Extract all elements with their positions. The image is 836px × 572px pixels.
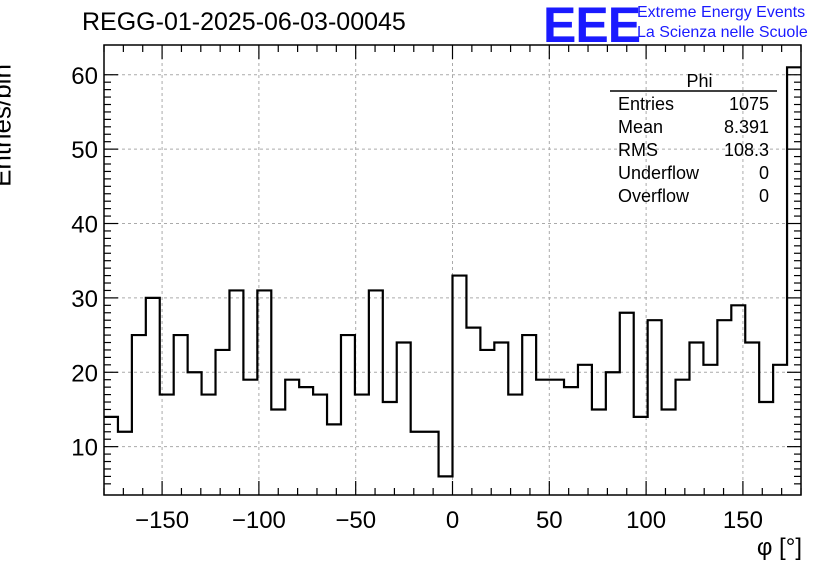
y-tick-label: 10	[71, 435, 98, 462]
stats-label: RMS	[618, 140, 658, 160]
x-tick-label: −100	[232, 507, 286, 534]
eee-logo: EEE	[543, 0, 641, 53]
y-tick-label: 60	[71, 63, 98, 90]
stats-box: Phi Entries 1075 Mean 8.391 RMS 108.3 Underflow…	[610, 71, 777, 206]
x-tick-label: 50	[536, 507, 563, 534]
stats-value: 0	[759, 186, 769, 206]
y-tick-label: 20	[71, 360, 98, 387]
x-tick-label: 100	[626, 507, 666, 534]
histogram-outline	[104, 66, 801, 478]
chart-title: REGG-01-2025-06-03-00045	[82, 8, 406, 36]
stats-value: 8.391	[724, 117, 769, 137]
logo-caption-line2: La Scienza nelle Scuole	[637, 24, 808, 41]
stats-label: Mean	[618, 117, 663, 137]
grid-lines	[104, 45, 801, 495]
x-axis-label: φ [°]	[756, 534, 802, 561]
y-tick-label: 40	[71, 212, 98, 239]
x-tick-label: 0	[446, 507, 459, 534]
y-tick-label: 50	[71, 137, 98, 164]
tick-labels: −150 −100 −50 0 50 100 150 10 20 30 40 50 60	[71, 63, 763, 534]
stats-label: Overflow	[618, 186, 690, 206]
stats-title: Phi	[686, 71, 712, 91]
x-tick-label: −150	[135, 507, 189, 534]
y-tick-label: 30	[71, 286, 98, 313]
axis-ticks	[103, 45, 802, 495]
logo-caption-line1: Extreme Energy Events	[637, 4, 806, 21]
x-tick-label: −50	[335, 507, 376, 534]
stats-value: 0	[759, 163, 769, 183]
stats-value: 108.3	[724, 140, 769, 160]
stats-label: Entries	[618, 94, 674, 114]
stats-value: 1075	[729, 94, 769, 114]
x-tick-label: 150	[723, 507, 763, 534]
stats-label: Underflow	[618, 163, 700, 183]
